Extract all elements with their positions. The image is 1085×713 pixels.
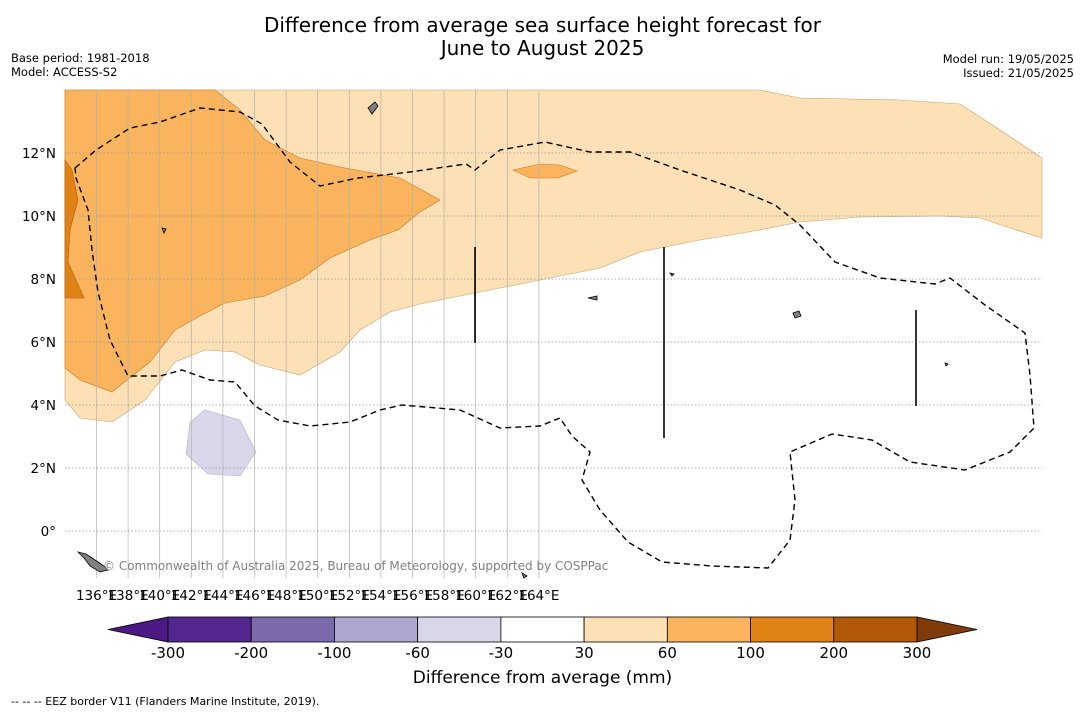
latitude-label: 10°N bbox=[22, 209, 56, 225]
map-title: Difference from average sea surface heig… bbox=[0, 14, 1085, 60]
colorbar-tick-label: 30 bbox=[575, 644, 594, 662]
contour-60-100 bbox=[64, 89, 441, 393]
colorbar-extend-min bbox=[107, 616, 169, 643]
longitude-label: 156°E bbox=[392, 588, 433, 604]
colorbar-tick-label: -200 bbox=[234, 644, 268, 662]
longitude-labels: 136°E138°E140°E142°E144°E146°E148°E150°E… bbox=[76, 588, 559, 604]
title-line-1: Difference from average sea surface heig… bbox=[263, 13, 822, 37]
colorbar: -300 -200 -100 -60 -30 30 60 100 200 300 bbox=[107, 616, 978, 662]
graticule bbox=[65, 90, 1042, 578]
colorbar-bin bbox=[334, 616, 419, 643]
copyright-text: © Commonwealth of Australia 2025, Bureau… bbox=[103, 559, 608, 573]
longitude-label: 150°E bbox=[297, 588, 338, 604]
contour-neg-60-30 bbox=[185, 409, 257, 477]
longitude-label: 158°E bbox=[424, 588, 465, 604]
latitude-label: 0° bbox=[41, 524, 56, 540]
colorbar-bin bbox=[750, 616, 835, 643]
colorbar-bin bbox=[417, 616, 502, 643]
latitude-label: 4°N bbox=[31, 398, 56, 414]
island bbox=[367, 101, 379, 115]
island bbox=[521, 572, 528, 579]
longitude-label: 160°E bbox=[455, 588, 496, 604]
colorbar-tick-label: 60 bbox=[658, 644, 677, 662]
latitude-label: 2°N bbox=[31, 461, 56, 477]
colorbar-bin bbox=[500, 616, 585, 643]
model-name: Model: ACCESS-S2 bbox=[11, 65, 118, 79]
island bbox=[161, 227, 167, 234]
longitude-label: 148°E bbox=[266, 588, 307, 604]
longitude-label: 144°E bbox=[202, 588, 243, 604]
colorbar-bin bbox=[666, 616, 751, 643]
colorbar-tick-label: 100 bbox=[736, 644, 765, 662]
colorbar-tick-label: 300 bbox=[903, 644, 932, 662]
longitude-label: 146°E bbox=[234, 588, 275, 604]
longitude-label: 162°E bbox=[487, 588, 528, 604]
colorbar-bin bbox=[833, 616, 918, 643]
model-run: Model run: 19/05/2025 bbox=[942, 52, 1074, 66]
island bbox=[944, 362, 949, 367]
run-info: Model run: 19/05/2025 Issued: 21/05/2025 bbox=[943, 52, 1074, 80]
islands bbox=[76, 101, 949, 579]
map-panel bbox=[64, 89, 1043, 579]
island bbox=[587, 295, 598, 301]
eez-borders bbox=[74, 107, 1035, 569]
longitude-label: 164°E bbox=[518, 588, 559, 604]
title-line-2: June to August 2025 bbox=[440, 36, 645, 60]
colorbar-bin bbox=[583, 616, 668, 643]
longitude-label: 154°E bbox=[360, 588, 401, 604]
island bbox=[792, 310, 802, 319]
latitude-label: 6°N bbox=[31, 335, 56, 351]
colorbar-bin bbox=[167, 616, 252, 643]
contour-100-200 bbox=[64, 159, 85, 299]
colorbar-tick-label: -100 bbox=[317, 644, 351, 662]
longitude-label: 152°E bbox=[329, 588, 370, 604]
eez-solid-segments bbox=[474, 247, 917, 438]
longitude-label: 142°E bbox=[171, 588, 212, 604]
latitude-labels: 12°N 10°N 8°N 6°N 4°N 2°N 0° bbox=[22, 146, 56, 540]
model-info: Base period: 1981-2018 Model: ACCESS-S2 bbox=[11, 51, 150, 79]
eez-note: -- -- -- EEZ border V11 (Flanders Marine… bbox=[11, 695, 320, 708]
island bbox=[76, 551, 109, 573]
longitude-label: 138°E bbox=[108, 588, 149, 604]
issued-date: Issued: 21/05/2025 bbox=[963, 66, 1074, 80]
colorbar-title: Difference from average (mm) bbox=[412, 668, 673, 688]
longitude-label: 140°E bbox=[139, 588, 180, 604]
colorbar-tick-label: 200 bbox=[819, 644, 848, 662]
colorbar-tick-label: -300 bbox=[151, 644, 185, 662]
island bbox=[669, 272, 675, 277]
latitude-label: 8°N bbox=[31, 272, 56, 288]
base-period: Base period: 1981-2018 bbox=[11, 51, 150, 65]
colorbar-tick-label: -60 bbox=[405, 644, 430, 662]
anomaly-contours bbox=[64, 89, 1043, 477]
colorbar-bin bbox=[250, 616, 335, 643]
eez-border-palau-fsm bbox=[74, 107, 1035, 569]
latitude-label: 12°N bbox=[22, 146, 56, 162]
colorbar-tick-label: -30 bbox=[489, 644, 514, 662]
contour-60-100-patch bbox=[512, 163, 578, 179]
colorbar-extend-max bbox=[916, 616, 978, 643]
longitude-label: 136°E bbox=[76, 588, 117, 604]
